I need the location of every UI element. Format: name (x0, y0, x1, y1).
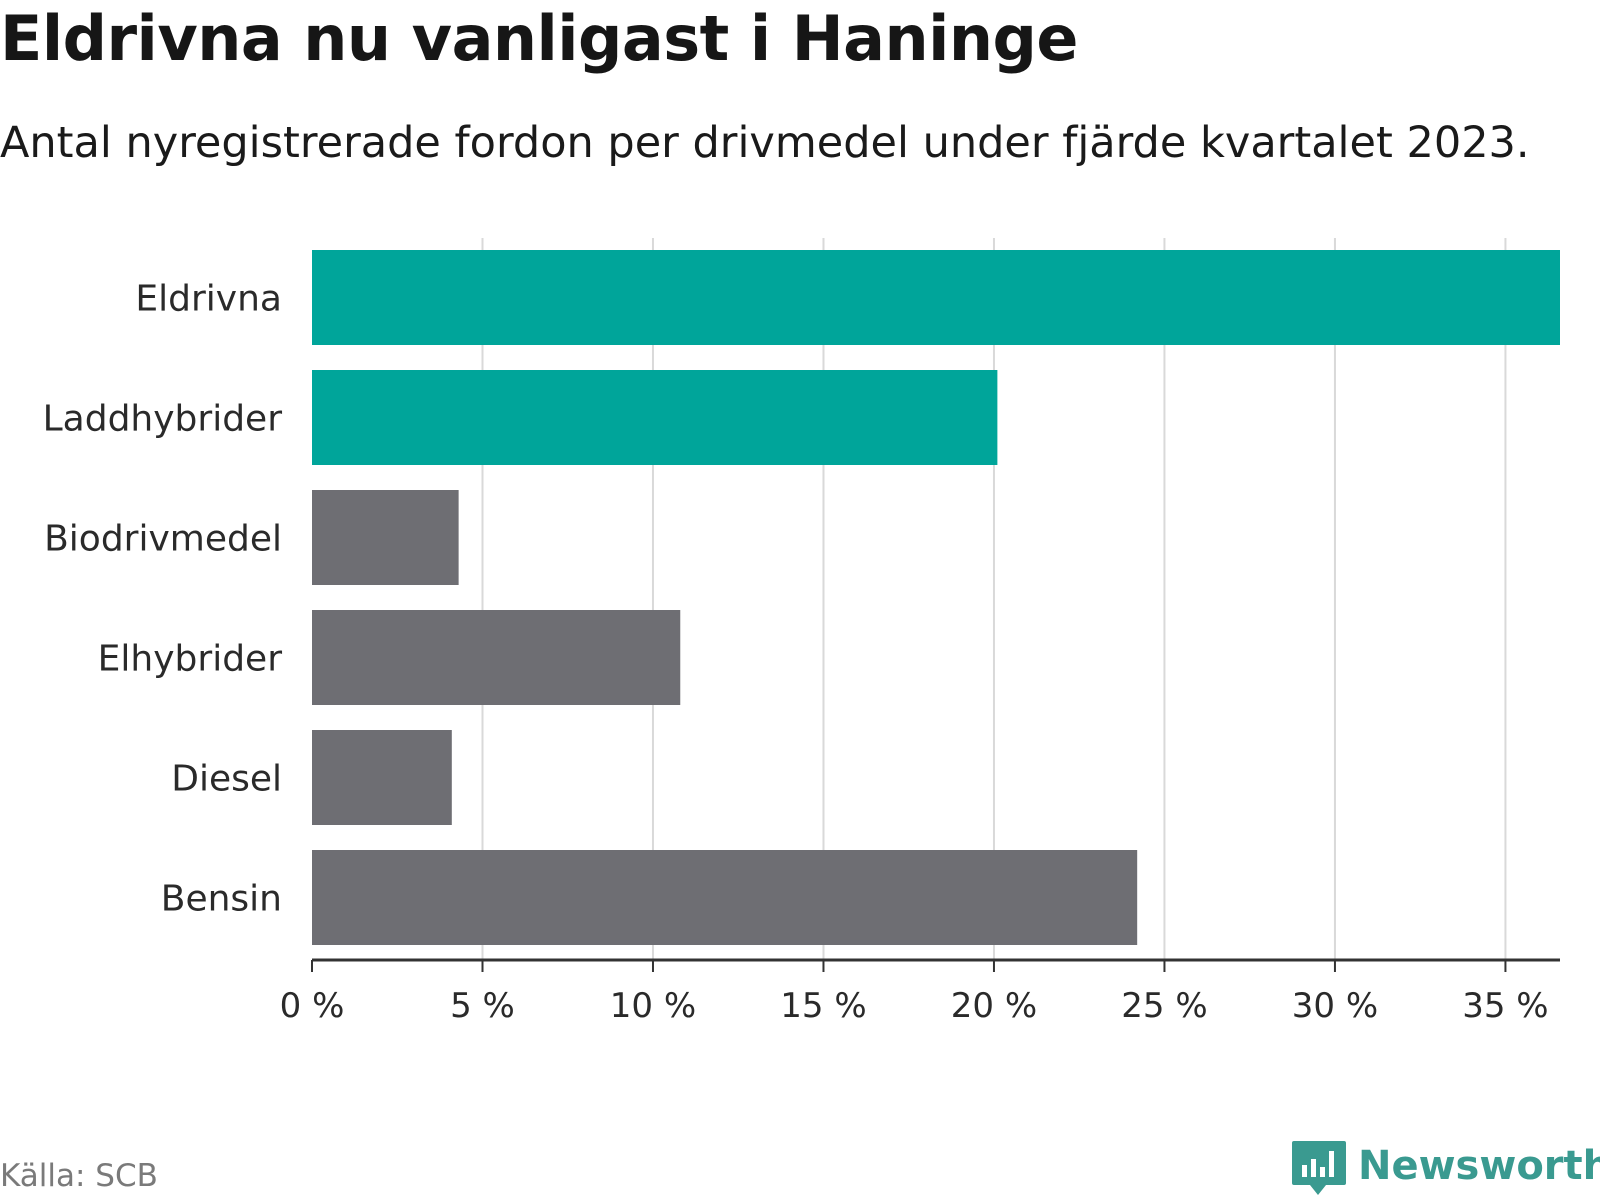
brand-name: Newsworthy (1358, 1143, 1600, 1189)
x-tick-label: 35 % (1462, 986, 1548, 1026)
category-label: Bensin (161, 879, 282, 920)
x-tick-label: 5 % (450, 986, 515, 1026)
bar (312, 610, 681, 705)
x-tick-label: 10 % (610, 986, 696, 1026)
x-tick-label: 30 % (1292, 986, 1378, 1026)
newsworthy-logo-icon (1292, 1141, 1346, 1195)
category-label: Eldrivna (135, 279, 282, 320)
bar (312, 730, 452, 825)
category-label: Elhybrider (98, 639, 283, 680)
source-note: Källa: SCB (0, 1158, 158, 1194)
category-label: Laddhybrider (43, 399, 283, 440)
bar (312, 490, 459, 585)
bar (312, 850, 1138, 945)
bar (312, 250, 1560, 345)
bar-chart: Eldrivna Laddhybrider Biodrivmedel Elhybrid… (43, 238, 1560, 1026)
x-tick-label: 20 % (951, 986, 1037, 1026)
x-tick-label: 25 % (1121, 986, 1207, 1026)
bar (312, 370, 998, 465)
x-tick-label: 15 % (780, 986, 866, 1026)
category-label: Diesel (171, 759, 282, 800)
chart-title: Eldrivna nu vanligast i Haninge (0, 2, 1078, 75)
brand-logo: Newsworthy (1290, 1139, 1600, 1199)
x-tick-label: 0 % (280, 986, 345, 1026)
category-label: Biodrivmedel (44, 519, 282, 560)
chart-subtitle: Antal nyregistrerade fordon per drivmede… (0, 118, 1530, 168)
